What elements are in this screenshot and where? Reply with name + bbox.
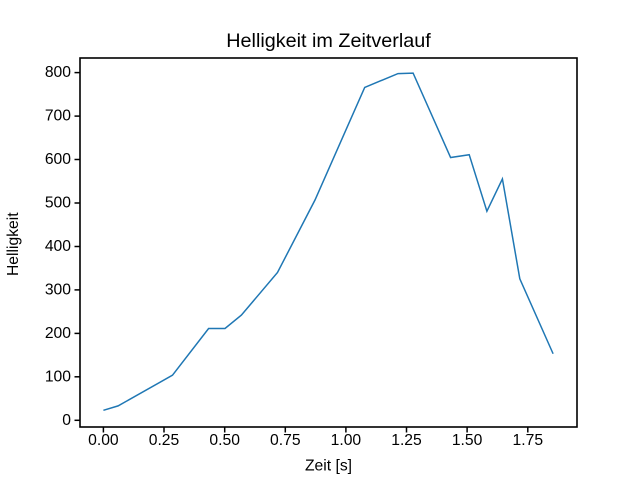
- svg-text:600: 600: [45, 151, 71, 168]
- svg-text:0.75: 0.75: [270, 432, 301, 449]
- svg-text:0.25: 0.25: [149, 432, 180, 449]
- svg-text:1.00: 1.00: [331, 432, 362, 449]
- svg-text:0.50: 0.50: [209, 432, 240, 449]
- svg-text:1.25: 1.25: [391, 432, 422, 449]
- svg-text:400: 400: [45, 238, 71, 255]
- svg-text:100: 100: [45, 368, 71, 385]
- svg-text:1.50: 1.50: [452, 432, 483, 449]
- svg-text:800: 800: [45, 64, 71, 81]
- svg-text:Helligkeit: Helligkeit: [5, 212, 22, 276]
- svg-text:0: 0: [62, 412, 71, 429]
- svg-text:Helligkeit im Zeitverlauf: Helligkeit im Zeitverlauf: [226, 30, 431, 52]
- svg-text:500: 500: [45, 195, 71, 212]
- svg-text:Zeit [s]: Zeit [s]: [305, 458, 352, 475]
- svg-text:0.00: 0.00: [88, 432, 119, 449]
- svg-text:200: 200: [45, 325, 71, 342]
- svg-text:1.75: 1.75: [513, 432, 544, 449]
- svg-text:700: 700: [45, 108, 71, 125]
- svg-text:300: 300: [45, 281, 71, 298]
